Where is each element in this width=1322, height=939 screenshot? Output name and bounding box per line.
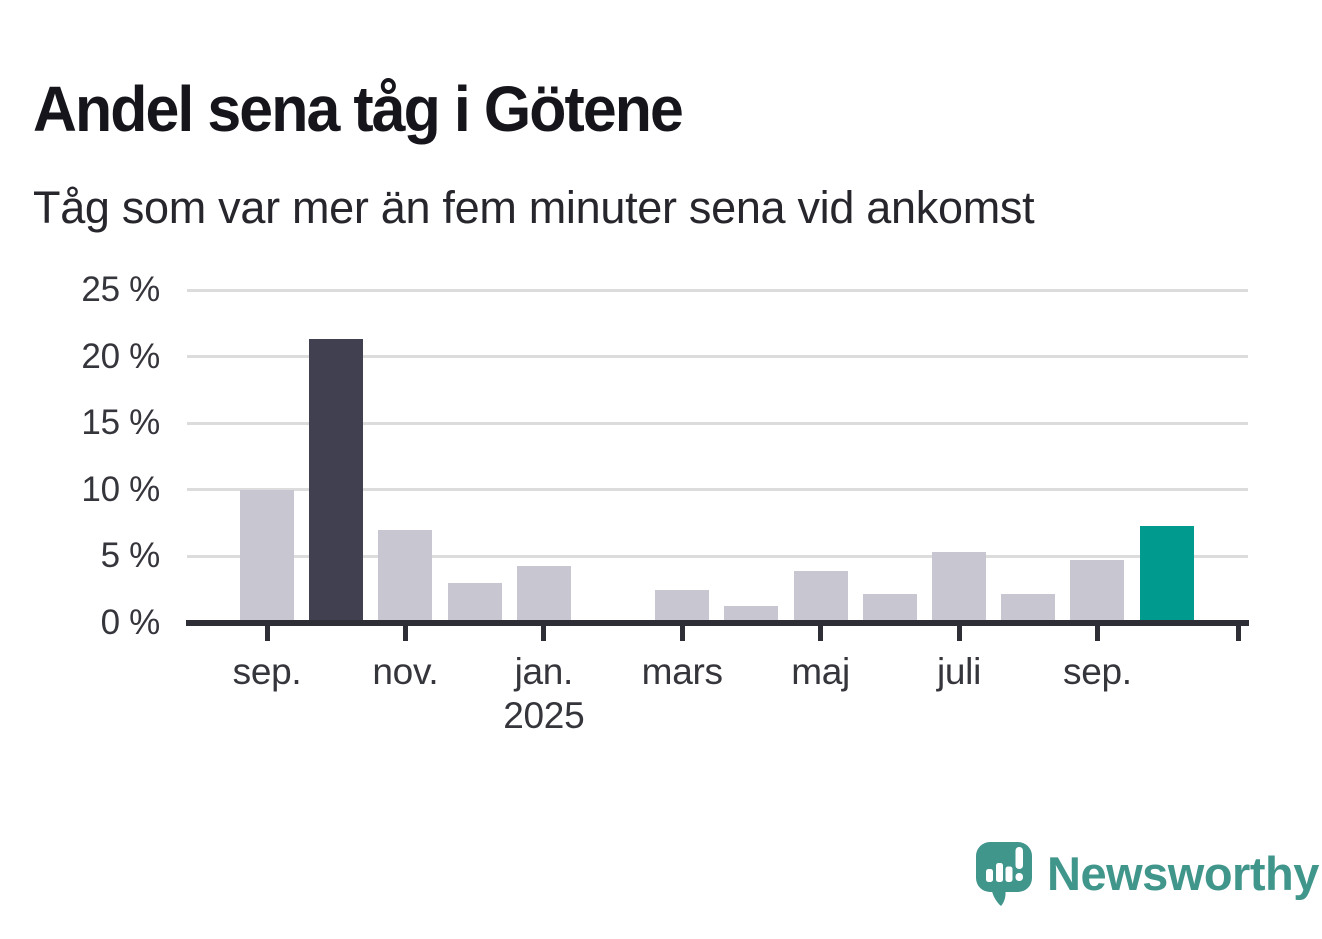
- gridline-25: [187, 288, 1248, 292]
- x-axis-tick-label: mars: [641, 651, 723, 692]
- y-axis-tick-label: 10 %: [81, 469, 160, 509]
- gridline-5: [187, 554, 1248, 558]
- x-axis-tick: [679, 626, 685, 641]
- x-axis-tick-label: juli: [936, 651, 982, 692]
- newsworthy-logo-text: Newsworthy: [1047, 847, 1319, 900]
- x-axis-tick-sublabel: 2025: [503, 695, 585, 736]
- newsworthy-logo: Newsworthy: [976, 842, 1319, 906]
- bar-nov-2024: [378, 530, 433, 626]
- logo-bar-2: [996, 863, 1003, 882]
- logo-bar-3: [1005, 866, 1013, 882]
- y-axis-tick-label: 5 %: [100, 536, 161, 576]
- logo-exclamation-dot: [1015, 873, 1023, 881]
- y-axis-tick-label: 25 %: [81, 270, 160, 309]
- x-axis-tick-label: maj: [791, 651, 850, 692]
- x-axis-tick: [264, 626, 270, 641]
- bar-jan-2025: [516, 566, 571, 626]
- gridline-15: [187, 421, 1248, 425]
- x-axis-tick-label: nov.: [372, 651, 439, 692]
- x-axis-tick: [956, 626, 962, 641]
- newsworthy-bubble-chart-icon: [976, 842, 1032, 906]
- y-axis-tick-label: 20 %: [81, 336, 160, 376]
- bar-maj-2025: [793, 571, 848, 626]
- bar-okt-2024: [309, 339, 364, 626]
- y-axis-tick-label: 0 %: [100, 603, 161, 642]
- bar-okt-2025: [1139, 526, 1194, 626]
- logo-bar-1: [986, 869, 993, 882]
- x-axis-tick: [402, 626, 408, 641]
- x-axis-tick: [541, 626, 547, 641]
- x-axis-tick-label: sep.: [232, 651, 302, 692]
- bar-sep-2024: [240, 490, 294, 626]
- gridline-10: [187, 488, 1248, 492]
- x-axis-tick: [818, 626, 824, 641]
- x-axis-tick-label: jan.: [514, 651, 574, 692]
- gridline-20: [187, 355, 1248, 359]
- chart-title: Andel sena tåg i Götene: [33, 72, 684, 145]
- bar-juli-2025: [932, 552, 986, 626]
- x-axis-line: [186, 620, 1249, 626]
- bar-dec-2024: [447, 583, 502, 626]
- x-axis-tick: [1094, 626, 1100, 641]
- logo-exclamation-stem: [1015, 847, 1023, 869]
- x-axis-tick-label: sep.: [1063, 651, 1132, 692]
- x-axis-end-tick: [1236, 626, 1241, 641]
- bar-sep-2025: [1070, 560, 1125, 626]
- y-axis-tick-label: 15 %: [81, 403, 160, 443]
- chart-subtitle: Tåg som var mer än fem minuter sena vid …: [33, 182, 1035, 233]
